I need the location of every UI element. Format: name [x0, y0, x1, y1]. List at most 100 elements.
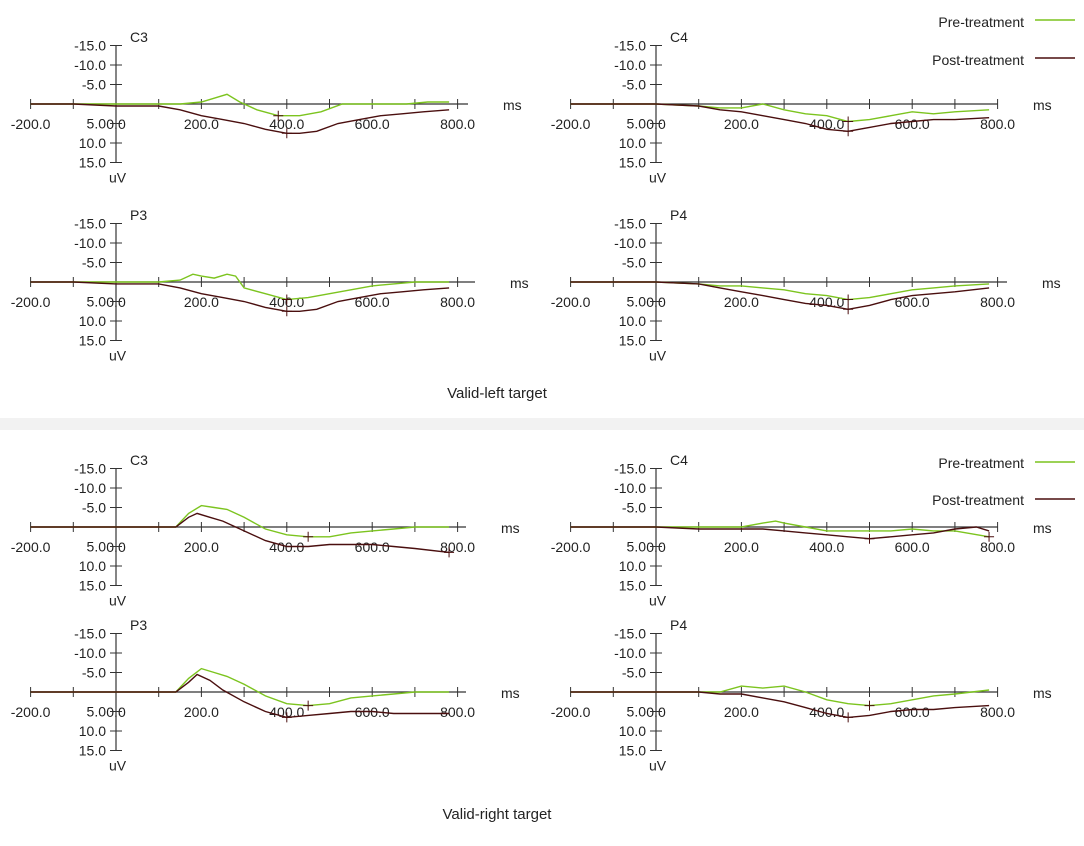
- x-tick-label: 600.0: [895, 116, 930, 132]
- legend-pre-label: Pre-treatment: [938, 455, 1024, 471]
- peak-marker: [984, 531, 995, 542]
- y-tick-label: -15.0: [614, 216, 646, 232]
- y-tick-label: -5.0: [82, 665, 106, 681]
- x-tick-label: 600.0: [895, 704, 930, 720]
- peak-marker: [281, 306, 292, 317]
- peak-marker: [843, 304, 854, 315]
- x-tick-label: 200.0: [184, 116, 219, 132]
- plots: C3-200.00.0200.0400.0600.0800.0ms-15.0-1…: [11, 29, 1061, 774]
- y-tick-label: 5.0: [87, 116, 107, 132]
- y-tick-label: 15.0: [619, 333, 646, 349]
- caption-valid-left: Valid-left target: [447, 385, 548, 402]
- y-tick-label: -10.0: [74, 57, 106, 73]
- y-tick-label: -5.0: [622, 77, 646, 93]
- y-tick-label: 15.0: [79, 155, 106, 171]
- plot-title: P3: [130, 617, 147, 633]
- x-unit-label: ms: [510, 275, 529, 291]
- x-tick-label: 400.0: [809, 116, 844, 132]
- y-tick-label: -15.0: [74, 216, 106, 232]
- series-post-treatment: [30, 673, 450, 719]
- legend-top: Pre-treatment Post-treatment: [932, 14, 1075, 68]
- x-tick-label: 200.0: [184, 704, 219, 720]
- x-unit-label: ms: [1033, 97, 1052, 113]
- y-tick-label: 10.0: [619, 723, 646, 739]
- x-tick-label: 600.0: [355, 539, 390, 555]
- plot-title: P4: [670, 207, 687, 223]
- peak-marker: [843, 294, 854, 305]
- x-tick-label: 800.0: [980, 704, 1015, 720]
- y-tick-label: 5.0: [87, 704, 107, 720]
- x-tick-label: -200.0: [551, 116, 591, 132]
- y-tick-label: 15.0: [79, 578, 106, 594]
- y-tick-label: -5.0: [622, 255, 646, 271]
- y-unit-label: uV: [649, 758, 667, 774]
- y-tick-label: -10.0: [74, 480, 106, 496]
- y-tick-label: 15.0: [619, 155, 646, 171]
- x-tick-label: -200.0: [11, 704, 51, 720]
- x-tick-label: 800.0: [440, 704, 475, 720]
- x-tick-label: -200.0: [11, 539, 51, 555]
- y-unit-label: uV: [649, 593, 667, 609]
- x-tick-label: -200.0: [551, 539, 591, 555]
- x-tick-label: -200.0: [11, 116, 51, 132]
- peak-marker: [303, 700, 314, 711]
- x-tick-label: 600.0: [895, 539, 930, 555]
- series-pre-treatment: [570, 520, 990, 538]
- y-tick-label: -15.0: [74, 38, 106, 54]
- x-tick-label: 800.0: [440, 294, 475, 310]
- series-post-treatment: [570, 526, 990, 540]
- y-tick-label: -10.0: [614, 235, 646, 251]
- legend-pre-label: Pre-treatment: [938, 14, 1024, 30]
- erp-plot-p4-valid-right: P4-200.00.0200.0400.0600.0800.0ms-15.0-1…: [551, 617, 1052, 774]
- x-tick-label: 200.0: [184, 294, 219, 310]
- x-tick-label: 400.0: [809, 704, 844, 720]
- x-tick-label: -200.0: [551, 294, 591, 310]
- plot-title: P4: [670, 617, 687, 633]
- y-tick-label: -10.0: [614, 480, 646, 496]
- y-tick-label: -15.0: [614, 38, 646, 54]
- y-tick-label: 10.0: [619, 135, 646, 151]
- legend-bottom: Pre-treatment Post-treatment: [932, 455, 1075, 508]
- panel-divider: [0, 418, 1084, 430]
- erp-plot-c4-valid-right: C4-200.00.0200.0400.0600.0800.0ms-15.0-1…: [551, 452, 1052, 609]
- erp-plot-c3-valid-left: C3-200.00.0200.0400.0600.0800.0ms-15.0-1…: [11, 29, 522, 186]
- y-tick-label: 15.0: [79, 743, 106, 759]
- x-unit-label: ms: [503, 97, 522, 113]
- peak-marker: [843, 116, 854, 127]
- y-tick-label: 5.0: [627, 704, 647, 720]
- x-tick-label: 600.0: [355, 116, 390, 132]
- y-tick-label: 10.0: [79, 135, 106, 151]
- y-tick-label: -5.0: [82, 77, 106, 93]
- y-tick-label: 5.0: [627, 116, 647, 132]
- peak-marker: [281, 712, 292, 723]
- series-post-treatment: [30, 281, 450, 312]
- y-tick-label: -5.0: [82, 255, 106, 271]
- peak-marker: [864, 700, 875, 711]
- y-tick-label: 5.0: [87, 539, 107, 555]
- plot-title: C3: [130, 452, 148, 468]
- legend-post-label: Post-treatment: [932, 52, 1024, 68]
- x-tick-label: 800.0: [980, 294, 1015, 310]
- x-tick-label: 200.0: [724, 116, 759, 132]
- peak-marker: [281, 128, 292, 139]
- peak-marker: [281, 294, 292, 305]
- series-post-treatment: [570, 103, 990, 133]
- y-tick-label: 10.0: [619, 313, 646, 329]
- y-tick-label: 15.0: [79, 333, 106, 349]
- caption-valid-right: Valid-right target: [443, 806, 553, 823]
- y-unit-label: uV: [109, 758, 127, 774]
- series-post-treatment: [30, 512, 450, 554]
- peak-marker: [843, 126, 854, 137]
- x-tick-label: 200.0: [184, 539, 219, 555]
- y-tick-label: 10.0: [79, 313, 106, 329]
- y-tick-label: -15.0: [614, 461, 646, 477]
- x-tick-label: 800.0: [980, 539, 1015, 555]
- series-post-treatment: [570, 691, 990, 719]
- x-tick-label: -200.0: [11, 294, 51, 310]
- plot-title: C3: [130, 29, 148, 45]
- series-post-treatment: [570, 281, 990, 311]
- erp-plot-p3-valid-left: P3-200.00.0200.0400.0600.0800.0ms-15.0-1…: [11, 207, 529, 364]
- bottom-figure-panel: [0, 430, 1084, 846]
- x-tick-label: -200.0: [551, 704, 591, 720]
